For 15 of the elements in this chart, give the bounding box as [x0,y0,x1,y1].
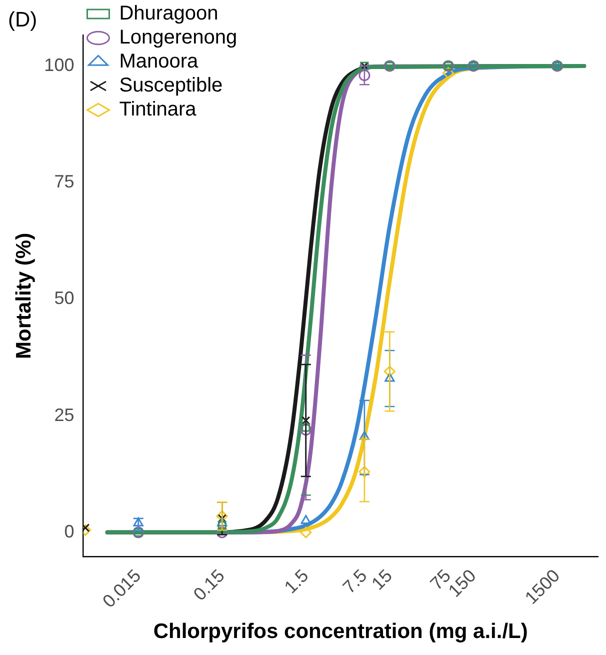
x-tick-label: 0.15 [190,566,228,604]
y-tick-label: 75 [54,172,74,192]
x-tick-label: 1.5 [280,566,312,598]
legend-label: Longerenong [119,26,238,49]
y-tick-label: 0 [64,521,74,542]
legend-label: Tintinara [119,98,198,121]
y-tick-label: 50 [54,288,74,308]
y-tick-label: 100 [44,54,74,75]
legend-label: Dhuragoon [119,2,218,25]
chart-title: (D) [8,8,38,32]
y-tick-label: 25 [54,404,74,425]
legend-label: Susceptible [119,74,223,97]
legend-label: Manoora [119,50,200,73]
x-axis-title: Chlorpyrifos concentration (mg a.i./L) [153,620,528,644]
y-axis-title: Mortality (%) [12,232,36,359]
